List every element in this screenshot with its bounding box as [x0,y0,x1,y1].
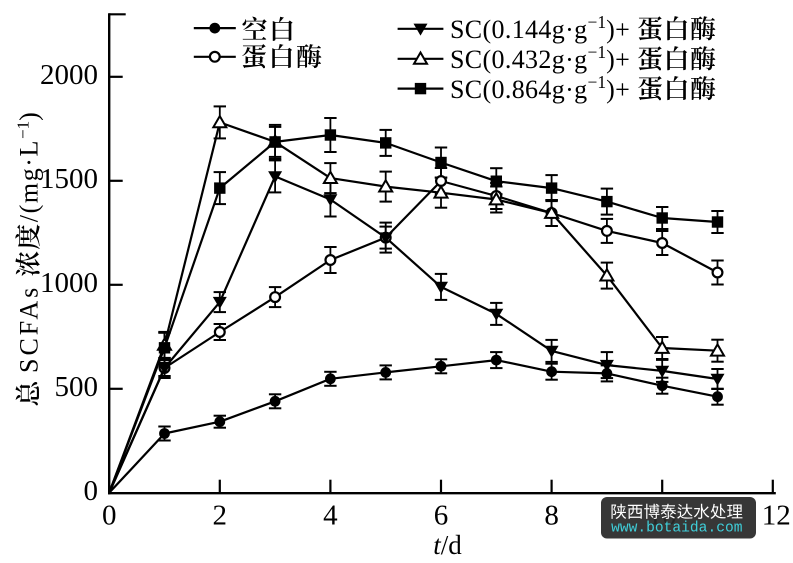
svg-text:500: 500 [55,371,99,403]
svg-text:1000: 1000 [40,267,98,299]
svg-text:0: 0 [84,475,99,507]
svg-text:SCFAs: SCFAs [15,285,44,373]
svg-text:8: 8 [544,500,559,532]
svg-text:t/d: t/d [433,530,462,560]
svg-text:www.botaida.com: www.botaida.com [611,521,743,537]
svg-text:4: 4 [323,500,338,532]
svg-text:2000: 2000 [40,59,98,91]
svg-text:2: 2 [213,500,228,532]
svg-text:1500: 1500 [40,163,98,195]
svg-text:6: 6 [434,500,449,532]
svg-text:12: 12 [762,500,791,532]
svg-text:0: 0 [102,500,117,532]
